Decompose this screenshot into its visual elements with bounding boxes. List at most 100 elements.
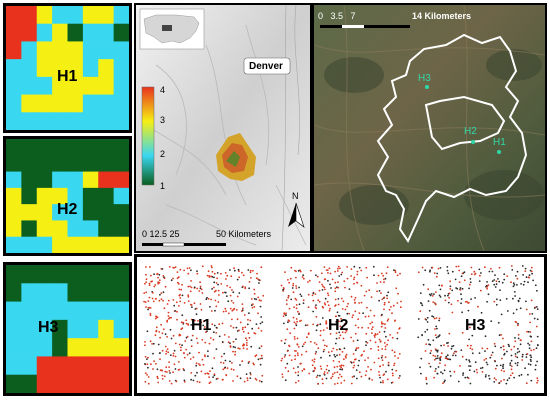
point-mark <box>397 357 399 359</box>
point-mark <box>379 341 382 343</box>
point-mark <box>248 360 251 363</box>
point-mark <box>473 370 476 373</box>
habitat-cell <box>67 265 84 284</box>
point-mark <box>516 364 519 367</box>
point-mark <box>207 297 210 300</box>
point-mark <box>238 276 241 279</box>
point-mark <box>350 382 353 385</box>
legend-tick-1: 1 <box>160 181 166 191</box>
point-mark <box>295 324 298 327</box>
point-mark <box>451 289 454 292</box>
point-mark <box>338 337 341 339</box>
habitat-cell <box>82 356 99 376</box>
point-mark <box>481 347 484 350</box>
point-mark <box>337 377 340 379</box>
habitat-cell <box>113 236 129 253</box>
point-mark <box>186 335 189 338</box>
point-mark <box>187 294 190 297</box>
point-mark <box>514 320 517 323</box>
point-mark <box>246 379 249 382</box>
habitat-cell <box>36 76 53 96</box>
point-mark <box>485 374 487 376</box>
point-mark <box>345 356 347 359</box>
point-mark <box>161 374 164 377</box>
point-mark <box>332 347 335 350</box>
point-mark <box>345 329 348 332</box>
habitat-cell <box>21 76 38 96</box>
point-mark <box>345 353 348 356</box>
point-mark <box>449 288 452 290</box>
point-mark <box>211 323 214 326</box>
habitat-cell <box>21 171 38 189</box>
point-mark <box>247 269 250 271</box>
point-mark <box>520 373 523 376</box>
point-mark <box>381 348 384 350</box>
point-mark <box>204 372 207 375</box>
point-mark <box>252 303 254 306</box>
point-mark <box>258 380 261 382</box>
point-mark <box>342 364 345 367</box>
point-mark <box>196 287 199 290</box>
habitat-cell <box>36 155 53 173</box>
point-mark <box>451 311 454 314</box>
point-mark <box>506 310 509 312</box>
point-mark <box>417 318 420 320</box>
point-mark <box>448 358 450 361</box>
point-mark <box>510 365 513 368</box>
point-mark <box>387 318 390 321</box>
point-mark <box>346 305 348 308</box>
point-mark <box>360 269 363 272</box>
point-mark <box>170 382 173 385</box>
point-mark <box>469 283 471 286</box>
point-mark <box>292 367 295 370</box>
point-mark <box>447 345 449 347</box>
point-mark <box>202 324 205 327</box>
point-mark <box>356 339 359 342</box>
point-mark <box>199 287 202 290</box>
point-mark <box>450 303 453 306</box>
point-mark <box>170 279 173 282</box>
point-mark <box>387 291 390 294</box>
habitat-cell <box>36 171 53 189</box>
point-mark <box>417 271 420 274</box>
habitat-cell <box>67 94 84 113</box>
point-mark <box>159 352 161 354</box>
point-mark <box>516 356 519 359</box>
habitat-cell <box>82 76 99 96</box>
point-mark <box>516 277 519 280</box>
point-mark <box>326 372 329 374</box>
point-mark <box>214 299 217 302</box>
point-mark <box>334 342 337 345</box>
point-mark <box>287 296 290 299</box>
point-mark <box>166 371 168 373</box>
point-mark <box>307 306 310 309</box>
point-mark <box>306 336 308 339</box>
habitat-cell <box>67 112 84 130</box>
point-mark <box>438 317 441 320</box>
point-mark <box>438 284 441 287</box>
point-mark <box>352 366 355 369</box>
point-mark <box>521 353 524 356</box>
point-mark <box>469 281 472 284</box>
point-mark <box>250 298 253 300</box>
habitat-cell <box>82 6 99 25</box>
point-mark <box>213 281 216 284</box>
point-mark <box>287 321 289 324</box>
point-mark <box>253 332 256 334</box>
point-mark <box>536 377 539 380</box>
point-mark <box>260 316 263 318</box>
point-mark <box>484 335 487 338</box>
point-mark <box>281 357 284 360</box>
point-mark <box>523 280 526 283</box>
point-mark <box>521 265 524 267</box>
point-mark <box>444 294 446 297</box>
point-mark <box>249 373 252 376</box>
point-mark <box>224 366 227 369</box>
point-mark <box>178 343 181 346</box>
point-mark <box>193 286 196 289</box>
point-mark <box>494 360 496 363</box>
habitat-cell <box>82 319 99 339</box>
point-mark <box>165 350 168 353</box>
point-mark <box>168 266 171 268</box>
point-mark <box>500 333 502 336</box>
